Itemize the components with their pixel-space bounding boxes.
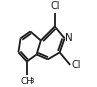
Text: Cl: Cl xyxy=(71,60,81,70)
Text: CH: CH xyxy=(20,77,33,86)
Text: N: N xyxy=(65,33,73,43)
Text: Cl: Cl xyxy=(50,1,60,11)
Text: 3: 3 xyxy=(29,78,34,84)
